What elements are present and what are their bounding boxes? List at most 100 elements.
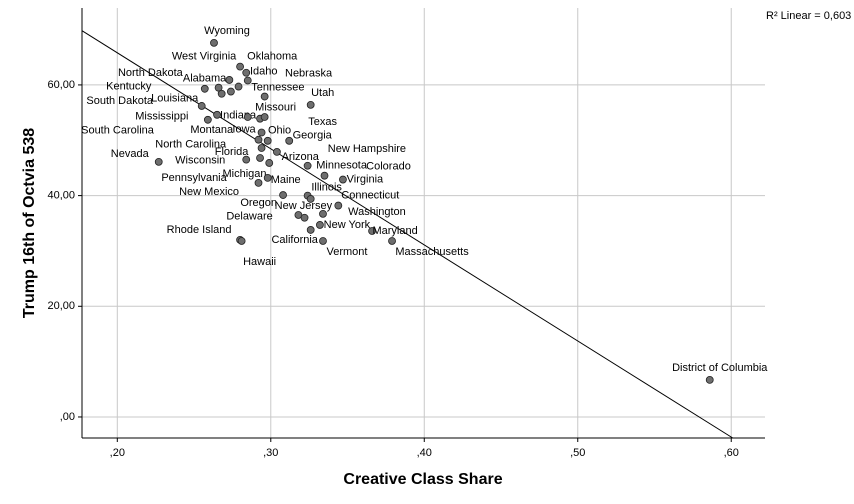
point-label: West Virginia: [172, 51, 237, 63]
point: [243, 113, 252, 121]
point: [263, 136, 272, 145]
point-label: Arizona: [282, 151, 320, 163]
point: [200, 84, 209, 93]
point-label: New Mexico: [179, 186, 239, 198]
point: [217, 89, 226, 98]
y-tick-label: 40,00: [47, 190, 75, 202]
point: [303, 161, 312, 170]
point-label: New York: [324, 219, 371, 231]
point-label: Nebraska: [285, 67, 333, 79]
point-label: Mississippi: [135, 111, 188, 123]
point-label: Georgia: [293, 130, 333, 142]
point-label: Florida: [215, 146, 250, 158]
point: [257, 144, 266, 152]
point: [705, 375, 714, 384]
point: [279, 191, 287, 199]
point: [226, 87, 235, 96]
point: [306, 100, 315, 109]
point-label: South Dakota: [86, 95, 154, 107]
point: [237, 237, 246, 245]
point: [319, 209, 327, 218]
point: [154, 157, 163, 166]
point-label: Connecticut: [341, 189, 399, 201]
point-label: Ohio: [268, 124, 291, 136]
point: [225, 76, 234, 84]
point-label: Idaho: [250, 65, 278, 77]
point: [265, 159, 274, 167]
point: [319, 237, 327, 245]
point-label: Kentucky: [106, 81, 152, 93]
x-tick-label: ,40: [417, 447, 432, 459]
point-label: Missouri: [255, 101, 296, 113]
point-label: Iowa: [232, 124, 256, 136]
point-label: North Dakota: [118, 67, 184, 79]
x-tick-label: ,30: [263, 447, 278, 459]
point: [236, 62, 244, 71]
point: [257, 128, 266, 137]
point: [273, 147, 281, 156]
point: [213, 110, 221, 119]
point: [306, 226, 315, 234]
y-tick-label: 60,00: [47, 79, 75, 91]
point-label: Washington: [348, 206, 406, 218]
point-label: Tennessee: [251, 81, 304, 93]
point: [260, 113, 269, 121]
x-tick-label: ,60: [724, 447, 739, 459]
point: [315, 221, 324, 229]
point-label: Minnesota: [316, 160, 368, 172]
point-label: Utah: [311, 87, 334, 99]
point: [203, 115, 212, 124]
point-label: Oklahoma: [247, 51, 298, 63]
point: [254, 135, 263, 144]
point-label: Pennsylvania: [161, 172, 227, 184]
point: [254, 178, 263, 187]
point: [234, 82, 243, 91]
point-label: Delaware: [226, 211, 272, 223]
point-label: California: [271, 234, 318, 246]
point: [197, 102, 206, 110]
point: [242, 68, 251, 77]
point-label: Wisconsin: [175, 155, 225, 167]
point-label: Massachusetts: [395, 246, 469, 258]
point-label: Oregon: [240, 197, 277, 209]
point: [306, 195, 315, 203]
point-label: North Carolina: [155, 139, 227, 151]
x-axis-title: Creative Class Share: [343, 471, 502, 488]
point-label: Hawaii: [243, 256, 276, 268]
point: [300, 213, 309, 222]
point-label: South Carolina: [81, 125, 155, 137]
point: [243, 76, 252, 85]
point: [334, 201, 343, 210]
y-axis-title: Trump 16th of Octvia 538: [21, 128, 38, 318]
y-tick-label: ,00: [60, 411, 75, 423]
point-label: District of Columbia: [672, 362, 768, 374]
point-label: Rhode Island: [167, 224, 232, 236]
point-label: Colorado: [366, 161, 411, 173]
y-tick-label: 20,00: [47, 300, 75, 312]
x-tick-label: ,50: [570, 447, 585, 459]
point: [388, 237, 396, 245]
point-label: Maine: [271, 174, 301, 186]
point: [368, 227, 376, 235]
point-label: Maryland: [372, 225, 417, 237]
point-label: Illinois: [311, 182, 342, 194]
point-label: Wyoming: [204, 25, 250, 37]
x-tick-label: ,20: [110, 447, 125, 459]
point-label: New Jersey: [275, 200, 333, 212]
point: [214, 83, 223, 92]
point: [339, 175, 347, 184]
r2-label: R² Linear = 0,603: [766, 10, 851, 22]
point-label: Nevada: [111, 148, 150, 160]
point: [210, 38, 218, 47]
grid: [82, 8, 765, 438]
point: [256, 154, 264, 162]
point-label: Vermont: [326, 246, 367, 258]
point-label: Texas: [308, 116, 337, 128]
point: [285, 136, 294, 145]
point-label: Montana: [190, 124, 234, 136]
point-label: Michigan: [222, 168, 266, 180]
point: [242, 155, 251, 164]
fit-line: [81, 30, 734, 439]
point-label: Virginia: [347, 173, 384, 185]
